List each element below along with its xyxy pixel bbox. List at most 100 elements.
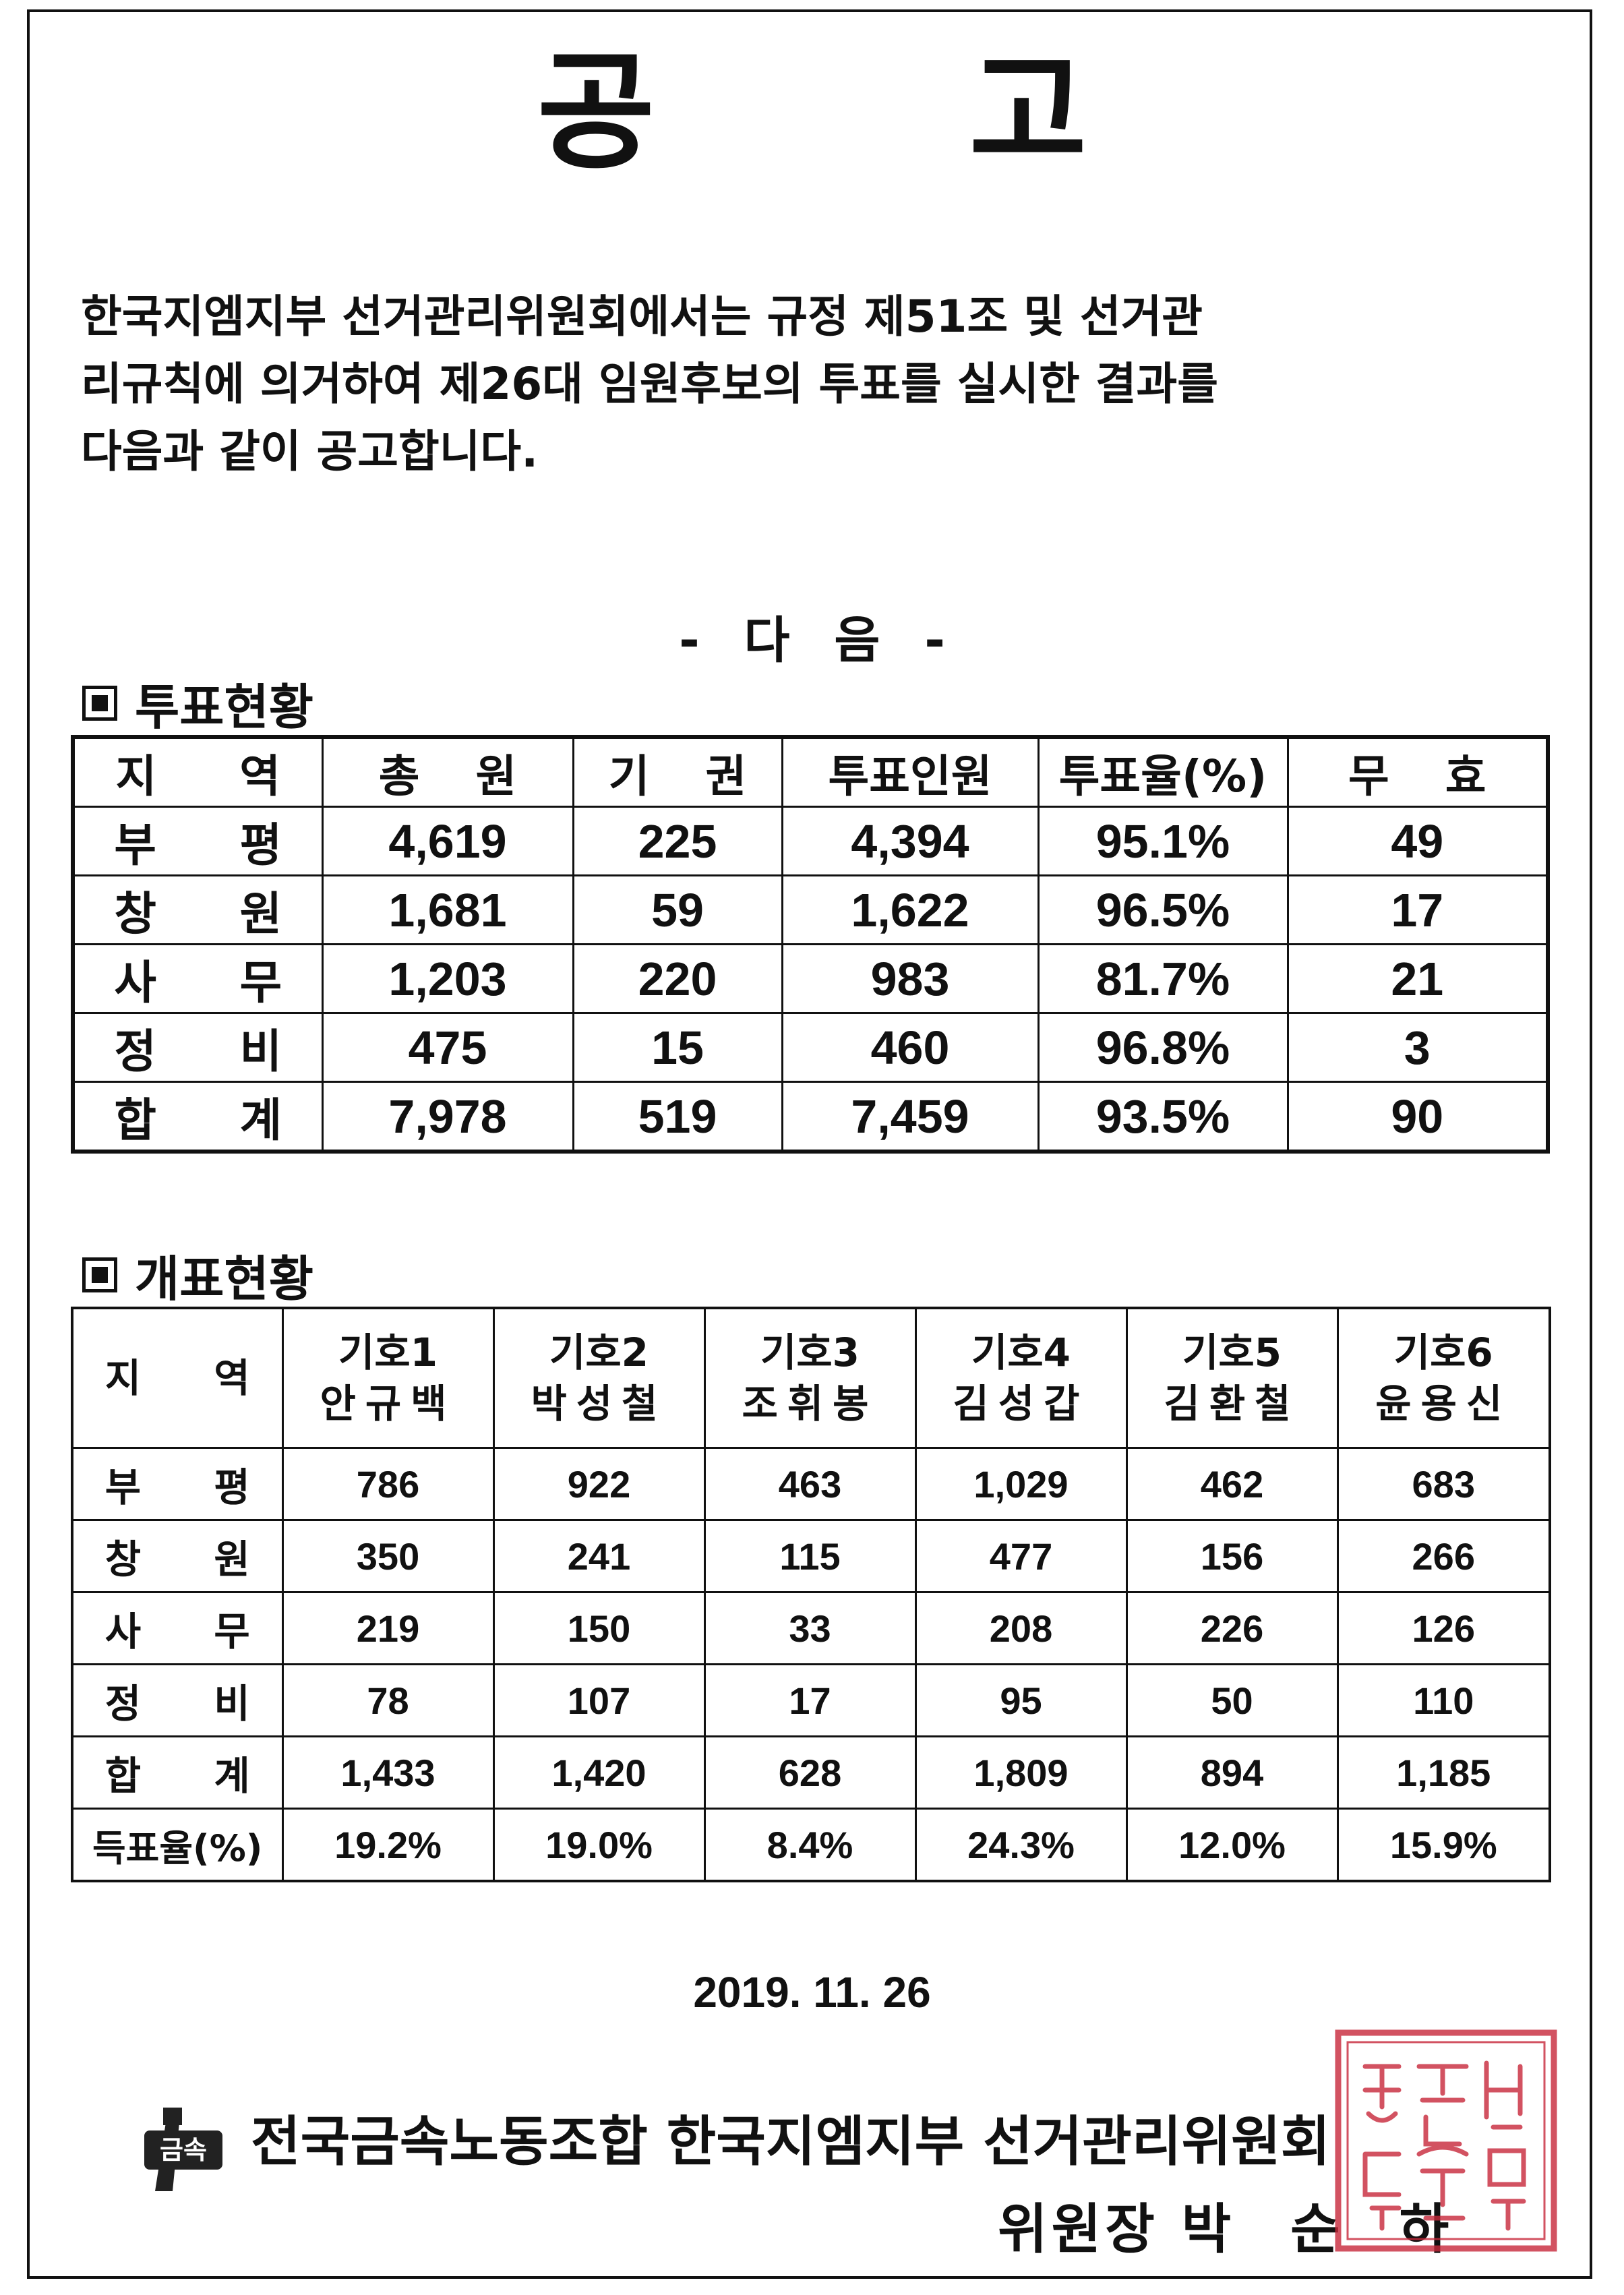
header-cell: 지 역 <box>71 736 324 808</box>
voters-cell: 4,394 <box>781 806 1040 876</box>
vote-cell: 922 <box>492 1447 706 1521</box>
notice-date: 2019. 11. 26 <box>693 1968 931 2017</box>
candidate-header-cell: 기호4 김성갑 <box>914 1307 1128 1449</box>
table-total-row: 합 계 1,433 1,420 628 1,809 894 1,185 <box>71 1735 1551 1810</box>
vote-cell: 115 <box>703 1519 917 1593</box>
vote-cell: 683 <box>1336 1447 1551 1521</box>
region-cell: 창 원 <box>71 874 324 945</box>
region-cell: 창 원 <box>71 1519 284 1593</box>
table-row: 창 원 1,681 59 1,622 96.5% 17 <box>71 874 1549 945</box>
header-cell: 무 효 <box>1286 736 1549 808</box>
vote-cell: 1,029 <box>914 1447 1128 1521</box>
candidate-header-cell: 기호6 윤용신 <box>1336 1307 1551 1449</box>
vote-cell: 477 <box>914 1519 1128 1593</box>
header-cell: 기 권 <box>572 736 783 808</box>
vote-count-table: 지 역 기호1 안규백 기호2 박성철 기호3 조휘봉 기호4 김성갑 기호5 김환철 기… <box>71 1307 1551 1882</box>
vote-share-row: 득표율(%) 19.2% 19.0% 8.4% 24.3% 12.0% 15.9… <box>71 1808 1551 1882</box>
candidate-name: 조휘봉 <box>742 1381 878 1427</box>
vote-cell: 894 <box>1125 1735 1339 1810</box>
header-cell: 지 역 <box>71 1307 284 1449</box>
candidate-header-cell: 기호5 김환철 <box>1125 1307 1339 1449</box>
candidate-name: 안규백 <box>320 1381 456 1427</box>
logo-label: 금속 <box>160 2135 207 2165</box>
total-cell: 4,619 <box>321 806 574 876</box>
candidate-name: 김성갑 <box>953 1381 1089 1427</box>
vote-cell: 462 <box>1125 1447 1339 1521</box>
vote-cell: 226 <box>1125 1591 1339 1665</box>
voting-status-table: 지 역 총 원 기 권 투표인원 투표율(%) 무 효 부 평 4,619 22… <box>71 735 1550 1154</box>
abstain-cell: 519 <box>572 1081 783 1153</box>
invalid-cell: 21 <box>1286 943 1549 1014</box>
invalid-cell: 17 <box>1286 874 1549 945</box>
abstain-cell: 225 <box>572 806 783 876</box>
vote-share-cell: 8.4% <box>703 1808 917 1882</box>
region-cell: 합 계 <box>71 1081 324 1153</box>
region-cell: 정 비 <box>71 1663 284 1737</box>
chair-title: 위원장 <box>998 2198 1159 2261</box>
vote-share-cell: 19.2% <box>281 1808 495 1882</box>
table-row: 사 무 219 150 33 208 226 126 <box>71 1591 1551 1665</box>
vote-cell: 150 <box>492 1591 706 1665</box>
region-cell: 사 무 <box>71 1591 284 1665</box>
table-header-row: 지 역 기호1 안규백 기호2 박성철 기호3 조휘봉 기호4 김성갑 기호5 김환철 기… <box>71 1307 1551 1449</box>
candidate-number: 기호2 <box>549 1330 649 1375</box>
vote-cell: 786 <box>281 1447 495 1521</box>
counting-section-title: 개표현황 <box>135 1251 313 1307</box>
candidate-header-cell: 기호1 안규백 <box>281 1307 495 1449</box>
total-cell: 1,203 <box>321 943 574 1014</box>
candidate-number: 기호3 <box>760 1330 860 1375</box>
union-logo-icon: 금속 <box>144 2108 222 2191</box>
vote-cell: 628 <box>703 1735 917 1810</box>
voters-cell: 1,622 <box>781 874 1040 945</box>
vote-cell: 219 <box>281 1591 495 1665</box>
rate-cell: 96.5% <box>1037 874 1289 945</box>
total-cell: 1,681 <box>321 874 574 945</box>
region-cell: 합 계 <box>71 1735 284 1810</box>
invalid-cell: 3 <box>1286 1012 1549 1083</box>
total-cell: 7,978 <box>321 1081 574 1153</box>
voting-section-heading: 투표현황 <box>82 667 313 738</box>
vote-cell: 95 <box>914 1663 1128 1737</box>
region-cell: 정 비 <box>71 1012 324 1083</box>
abstain-cell: 59 <box>572 874 783 945</box>
vote-share-cell: 12.0% <box>1125 1808 1339 1882</box>
voters-cell: 460 <box>781 1012 1040 1083</box>
header-cell: 투표율(%) <box>1037 736 1289 808</box>
candidate-name: 윤용신 <box>1375 1381 1512 1427</box>
vote-cell: 110 <box>1336 1663 1551 1737</box>
invalid-cell: 90 <box>1286 1081 1549 1153</box>
vote-cell: 33 <box>703 1591 917 1665</box>
voting-section-title: 투표현황 <box>135 679 313 736</box>
table-row: 창 원 350 241 115 477 156 266 <box>71 1519 1551 1593</box>
vote-cell: 463 <box>703 1447 917 1521</box>
official-seal-stamp <box>1335 2029 1557 2252</box>
vote-cell: 1,433 <box>281 1735 495 1810</box>
region-cell: 사 무 <box>71 943 324 1014</box>
rate-cell: 96.8% <box>1037 1012 1289 1083</box>
vote-cell: 50 <box>1125 1663 1339 1737</box>
table-row: 정 비 475 15 460 96.8% 3 <box>71 1012 1549 1083</box>
counting-section-heading: 개표현황 <box>82 1239 313 1310</box>
invalid-cell: 49 <box>1286 806 1549 876</box>
candidate-name: 김환철 <box>1164 1381 1300 1427</box>
header-cell: 총 원 <box>321 736 574 808</box>
total-cell: 475 <box>321 1012 574 1083</box>
table-total-row: 합 계 7,978 519 7,459 93.5% 90 <box>71 1081 1549 1153</box>
rate-cell: 93.5% <box>1037 1081 1289 1153</box>
table-row: 부 평 786 922 463 1,029 462 683 <box>71 1447 1551 1521</box>
table-row: 사 무 1,203 220 983 81.7% 21 <box>71 943 1549 1014</box>
voters-cell: 983 <box>781 943 1040 1014</box>
candidate-number: 기호4 <box>971 1330 1071 1375</box>
section-divider-heading: - 다 음 - <box>679 612 945 669</box>
table-header-row: 지 역 총 원 기 권 투표인원 투표율(%) 무 효 <box>71 736 1549 808</box>
vote-cell: 241 <box>492 1519 706 1593</box>
notice-intro-paragraph: 한국지엠지부 선거관리위원회에서는 규정 제51조 및 선거관 리규칙에 의거하… <box>81 291 1218 477</box>
vote-cell: 208 <box>914 1591 1128 1665</box>
vote-cell: 266 <box>1336 1519 1551 1593</box>
vote-cell: 17 <box>703 1663 917 1737</box>
vote-cell: 107 <box>492 1663 706 1737</box>
voters-cell: 7,459 <box>781 1081 1040 1153</box>
header-cell: 투표인원 <box>781 736 1040 808</box>
rate-cell: 95.1% <box>1037 806 1289 876</box>
notice-title: 공 고 <box>537 38 1222 187</box>
